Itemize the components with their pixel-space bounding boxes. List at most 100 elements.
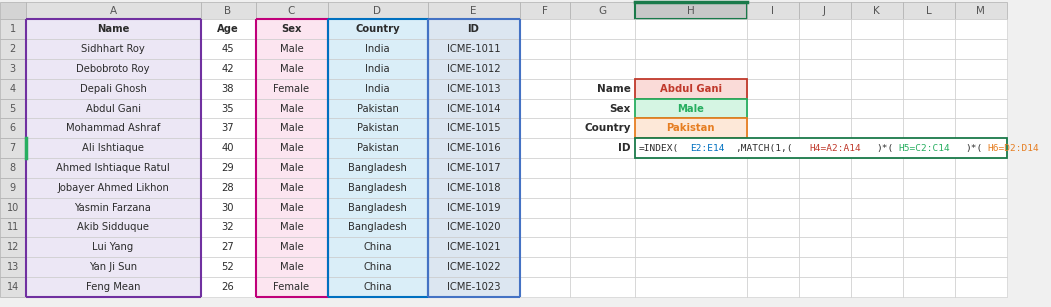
Text: I: I [771,6,774,16]
Bar [519,237,570,257]
Bar [519,217,570,237]
Text: H6=D2:D14: H6=D2:D14 [987,144,1039,153]
Bar [850,79,903,99]
Bar [519,119,570,138]
Bar [428,59,519,79]
Text: Ahmed Ishtiaque Ratul: Ahmed Ishtiaque Ratul [56,163,170,173]
Bar [635,99,746,119]
Text: 32: 32 [222,222,234,232]
Bar [903,39,954,59]
Text: Mohammad Ashraf: Mohammad Ashraf [66,123,160,134]
Bar [850,119,903,138]
Bar [0,277,25,297]
Bar [0,217,25,237]
Bar [570,257,635,277]
Bar [0,198,25,217]
Text: Bangladesh: Bangladesh [348,183,407,193]
Bar [0,79,25,99]
Text: ICME-1013: ICME-1013 [447,84,500,94]
Bar [570,158,635,178]
Bar [255,198,328,217]
Bar [746,257,799,277]
Text: ICME-1016: ICME-1016 [447,143,500,153]
Bar [25,158,201,178]
Text: Bangladesh: Bangladesh [348,203,407,213]
Bar [25,138,201,158]
Bar [201,198,255,217]
Text: 7: 7 [9,143,16,153]
Bar [328,138,428,158]
Text: Age: Age [218,24,239,34]
Bar [201,237,255,257]
Text: Country: Country [584,123,631,134]
Text: Male: Male [280,123,304,134]
Bar [255,79,328,99]
Bar [850,178,903,198]
Text: 2: 2 [9,44,16,54]
Bar [799,59,850,79]
Bar [428,20,519,39]
Bar [0,178,25,198]
Bar [519,277,570,297]
Text: Male: Male [280,242,304,252]
Bar [799,178,850,198]
Bar [635,158,746,178]
Bar [519,138,570,158]
Bar [255,178,328,198]
Bar [201,20,255,39]
Text: ICME-1020: ICME-1020 [447,222,500,232]
Text: Jobayer Ahmed Likhon: Jobayer Ahmed Likhon [57,183,169,193]
Bar [0,2,25,20]
Bar [25,20,201,39]
Bar [25,237,201,257]
Text: ICME-1023: ICME-1023 [447,282,500,292]
Text: H: H [686,6,695,16]
Bar [746,39,799,59]
Bar [746,59,799,79]
Text: Bangladesh: Bangladesh [348,222,407,232]
Text: Sidhhart Roy: Sidhhart Roy [81,44,145,54]
Bar [255,2,328,20]
Bar [428,79,519,99]
Bar [635,257,746,277]
Bar [850,99,903,119]
Bar [255,119,328,138]
Text: Feng Mean: Feng Mean [86,282,140,292]
Bar [328,20,428,39]
Text: Male: Male [280,203,304,213]
Bar [903,158,954,178]
Bar [799,198,850,217]
Bar [25,178,201,198]
Bar [570,217,635,237]
Bar [255,277,328,297]
Bar [635,138,746,158]
Bar [519,2,570,20]
Text: ID: ID [468,24,479,34]
Bar [201,79,255,99]
Bar [746,20,799,39]
Text: 4: 4 [9,84,16,94]
Bar [570,198,635,217]
Bar [954,277,1007,297]
Text: H5=C2:C14: H5=C2:C14 [899,144,950,153]
Bar [328,237,428,257]
Text: Depali Ghosh: Depali Ghosh [80,84,146,94]
Text: Male: Male [280,64,304,74]
Bar [328,119,428,138]
Bar [255,20,328,39]
Bar [954,257,1007,277]
Text: 3: 3 [9,64,16,74]
Text: ICME-1011: ICME-1011 [447,44,500,54]
Text: 28: 28 [222,183,234,193]
Bar [570,277,635,297]
Bar [903,59,954,79]
Text: Male: Male [280,183,304,193]
Bar [799,138,850,158]
Bar [799,217,850,237]
Bar [428,138,519,158]
Bar [428,2,519,20]
Text: Male: Male [280,44,304,54]
Text: H4=A2:A14: H4=A2:A14 [809,144,861,153]
Bar [903,257,954,277]
Text: E2:E14: E2:E14 [691,144,725,153]
